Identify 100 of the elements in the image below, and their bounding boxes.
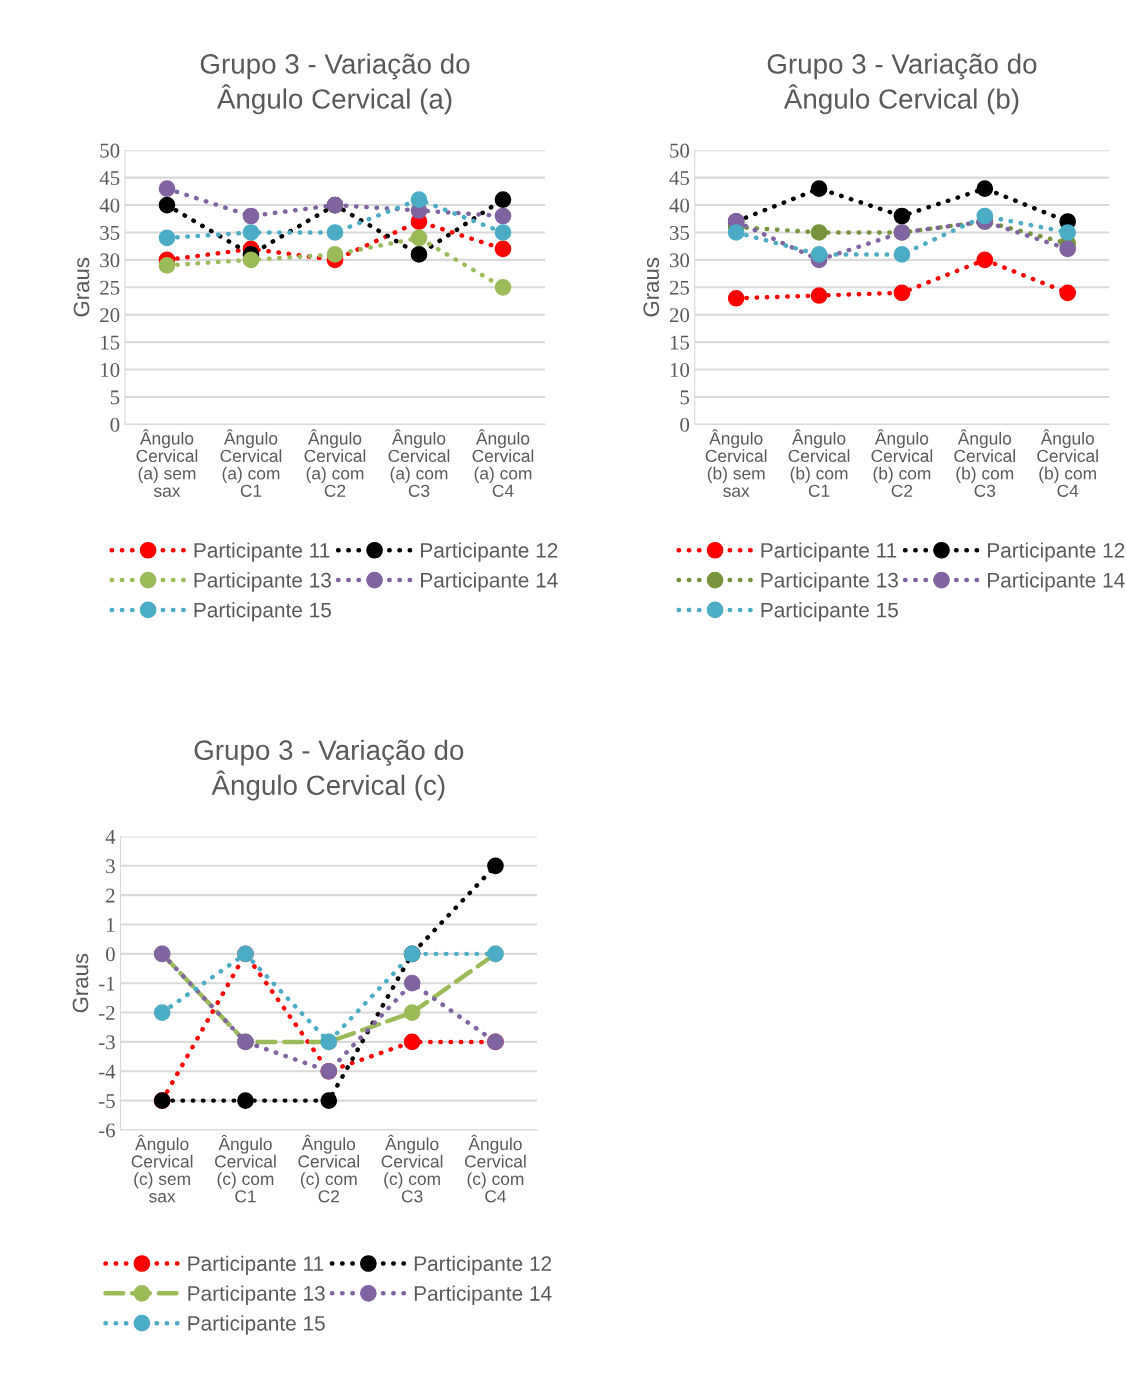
y-tick-label: 2 — [106, 888, 115, 903]
chart-title: Grupo 3 - Variação do Ângulo Cervical (b) — [767, 53, 1037, 115]
y-axis-title: Graus — [643, 257, 660, 317]
y-tick-label: 35 — [670, 225, 690, 240]
point — [326, 224, 344, 241]
y-tick-label: 15 — [101, 335, 120, 350]
point — [410, 191, 428, 208]
y-tick-label: 50 — [670, 143, 690, 158]
legend-label: Participante 13 — [761, 572, 898, 592]
y-tick-label: 35 — [100, 225, 120, 240]
point — [494, 191, 512, 208]
point — [810, 287, 828, 304]
x-tick-label: Ângulo Cervical (a) com C3 — [388, 429, 450, 497]
point — [158, 257, 176, 274]
legend-label: Participante 15 — [761, 602, 898, 622]
y-tick-label: 30 — [670, 253, 690, 268]
x-tick-label: Ângulo Cervical (c) com C4 — [464, 1134, 526, 1203]
y-tick-label: 4 — [105, 829, 116, 844]
point — [494, 240, 512, 258]
point — [810, 246, 828, 263]
legend-label: Participante 14 — [988, 572, 1125, 592]
y-axis-title: Graus — [72, 953, 89, 1013]
point — [153, 1004, 171, 1021]
legend-label: Participante 11 — [761, 542, 897, 562]
point — [1059, 284, 1077, 302]
y-tick-label: 25 — [100, 280, 120, 295]
y-tick-label: 15 — [670, 335, 690, 350]
x-tick-label: Ângulo Cervical (b) com C3 — [954, 429, 1015, 497]
x-tick-label: Ângulo Cervical (c) com C1 — [215, 1134, 276, 1203]
y-tick-label: 40 — [99, 198, 120, 213]
y-tick-label: -3 — [99, 1035, 115, 1050]
x-tick-label: Ângulo Cervical (a) sem sax — [136, 429, 198, 497]
x-tick-label: Ângulo Cervical (c) com C2 — [298, 1134, 359, 1203]
point — [158, 196, 176, 214]
x-tick-label: Ângulo Cervical (a) com C1 — [220, 429, 282, 497]
y-tick-label: 5 — [110, 390, 120, 405]
y-tick-label: -4 — [99, 1064, 116, 1079]
point — [893, 284, 911, 302]
point — [727, 224, 745, 241]
x-tick-label: Ângulo Cervical (a) com C4 — [472, 429, 534, 497]
chart-title: Grupo 3 - Variação do Ângulo Cervical (a) — [200, 53, 470, 115]
point — [403, 974, 421, 992]
point — [494, 207, 512, 225]
y-tick-label: 0 — [106, 947, 115, 962]
x-tick-label: Ângulo Cervical (a) com C2 — [304, 429, 366, 497]
point — [326, 246, 344, 263]
point — [158, 229, 176, 247]
y-tick-label: 0 — [680, 417, 690, 432]
y-tick-label: 45 — [99, 171, 120, 186]
y-tick-label: 10 — [670, 362, 690, 378]
legend-label: Participante 15 — [188, 1315, 325, 1335]
legend-label: Participante 14 — [421, 572, 558, 592]
y-tick-label: 45 — [669, 171, 690, 186]
point — [976, 207, 994, 225]
y-tick-label: -2 — [99, 1005, 115, 1020]
legend-label: Participante 12 — [414, 1255, 552, 1276]
legend-label: Participante 13 — [188, 1285, 325, 1305]
legend-label: Participante 12 — [421, 542, 558, 562]
y-axis-title: Graus — [73, 257, 90, 317]
y-tick-label: 40 — [669, 198, 690, 213]
y-tick-label: -5 — [99, 1094, 115, 1109]
chart-title: Grupo 3 - Variação do Ângulo Cervical (c) — [194, 739, 464, 801]
point — [893, 246, 911, 263]
y-tick-label: 10 — [101, 362, 120, 378]
y-tick-label: 20 — [669, 308, 690, 323]
point — [810, 180, 828, 197]
point — [410, 229, 428, 247]
y-tick-label: 3 — [106, 859, 115, 874]
y-tick-label: 30 — [100, 253, 120, 268]
y-tick-label: -1 — [99, 976, 115, 991]
point — [976, 251, 994, 269]
point — [410, 246, 428, 263]
point — [242, 224, 260, 241]
y-tick-label: -6 — [99, 1123, 115, 1138]
legend-label: Participante 13 — [194, 572, 331, 592]
point — [242, 207, 260, 225]
point — [1059, 224, 1077, 241]
x-tick-label: Ângulo Cervical (c) com C3 — [381, 1134, 443, 1203]
point — [1059, 240, 1077, 258]
y-tick-label: 25 — [669, 280, 690, 295]
point — [237, 1092, 254, 1109]
legend-label: Participante 11 — [194, 542, 330, 562]
point — [403, 1004, 421, 1021]
y-tick-label: 1 — [107, 917, 115, 932]
point — [893, 207, 911, 225]
point — [810, 224, 828, 241]
point — [976, 180, 994, 197]
point — [242, 251, 260, 269]
point — [320, 1092, 338, 1109]
legend-label: Participante 14 — [414, 1285, 552, 1305]
point — [487, 857, 504, 875]
x-tick-label: Ângulo Cervical (b) com C4 — [1037, 429, 1098, 497]
y-tick-label: 0 — [110, 417, 120, 432]
legend-label: Participante 15 — [194, 602, 331, 622]
x-tick-label: Ângulo Cervical (b) com C2 — [871, 429, 933, 497]
x-tick-label: Ângulo Cervical (b) sem sax — [705, 429, 767, 497]
point — [494, 278, 512, 296]
legend-label: Participante 12 — [988, 542, 1125, 562]
point — [494, 224, 512, 241]
y-tick-label: 50 — [100, 143, 120, 158]
